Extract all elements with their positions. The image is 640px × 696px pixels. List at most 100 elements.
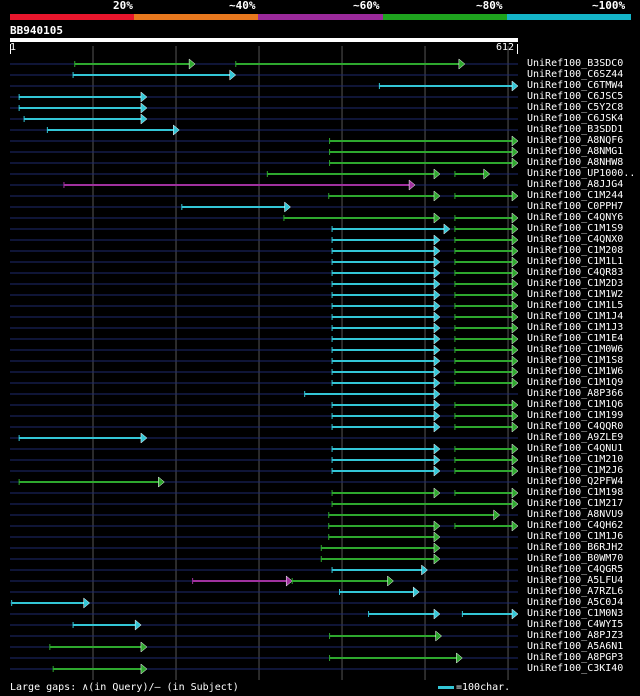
- hit-label[interactable]: UniRef100_C4QNY6: [527, 212, 624, 223]
- hit-label[interactable]: UniRef100_C1M0W6: [527, 344, 624, 355]
- hit-label[interactable]: UniRef100_C1M1J4: [527, 311, 624, 322]
- hit-segment-arrow: [433, 608, 441, 620]
- hit-label[interactable]: UniRef100_A5A6N1: [527, 641, 624, 652]
- hit-label[interactable]: UniRef100_C1M217: [527, 498, 624, 509]
- hit-segment-arrow: [433, 267, 441, 279]
- hit-label[interactable]: UniRef100_B0WM70: [527, 553, 624, 564]
- hit-segment-arrow: [511, 157, 519, 169]
- hit-label[interactable]: UniRef100_C1M208: [527, 245, 624, 256]
- hit-label[interactable]: UniRef100_C1M1E4: [527, 333, 624, 344]
- hit-segment-arrow: [511, 256, 519, 268]
- hit-label[interactable]: UniRef100_C1M1S9: [527, 223, 624, 234]
- hit-segment-arrow: [511, 146, 519, 158]
- hit-segment-arrow: [511, 465, 519, 477]
- hit-label[interactable]: UniRef100_C1M1S8: [527, 355, 624, 366]
- hit-label[interactable]: UniRef100_C6TMW4: [527, 80, 624, 91]
- hit-segment-arrow: [511, 80, 519, 92]
- gap-legend: Large gaps: ∧(in Query)/– (in Subject): [10, 682, 239, 693]
- hit-label[interactable]: UniRef100_C1M1Q9: [527, 377, 624, 388]
- hit-segment-arrow: [433, 443, 441, 455]
- hit-label[interactable]: UniRef100_A9ZLE9: [527, 432, 624, 443]
- hit-label[interactable]: UniRef100_A7RZL6: [527, 586, 624, 597]
- hit-label[interactable]: UniRef100_A8PJZ3: [527, 630, 624, 641]
- hit-label[interactable]: UniRef100_C6SZ44: [527, 69, 624, 80]
- hit-segment-arrow: [433, 344, 441, 356]
- hit-segment-arrow: [433, 190, 441, 202]
- hit-label[interactable]: UniRef100_C4QNU1: [527, 443, 624, 454]
- hit-label[interactable]: UniRef100_A8NQF6: [527, 135, 624, 146]
- hit-label[interactable]: UniRef100_A8NHW8: [527, 157, 624, 168]
- hit-segment-arrow: [483, 168, 491, 180]
- hit-label[interactable]: UniRef100_C1M1J3: [527, 322, 624, 333]
- hit-label[interactable]: UniRef100_B3SDD1: [527, 124, 624, 135]
- hit-label[interactable]: UniRef100_B6RJH2: [527, 542, 624, 553]
- hit-label[interactable]: UniRef100_C1M1W6: [527, 366, 624, 377]
- hit-label[interactable]: UniRef100_C1M198: [527, 487, 624, 498]
- hit-segment-arrow: [511, 608, 519, 620]
- hit-segment-arrow: [387, 575, 394, 587]
- hit-segment-arrow: [140, 432, 148, 444]
- hit-segment-arrow: [229, 69, 237, 81]
- hit-segment-arrow: [511, 267, 519, 279]
- hit-label[interactable]: UniRef100_A8NMG1: [527, 146, 624, 157]
- hit-segment-arrow: [511, 322, 519, 334]
- hit-label[interactable]: UniRef100_C1M210: [527, 454, 624, 465]
- scale-swatch: [438, 685, 454, 689]
- hit-label[interactable]: UniRef100_C6JSK4: [527, 113, 624, 124]
- hit-label[interactable]: UniRef100_C1M1J6: [527, 531, 624, 542]
- hit-label[interactable]: UniRef100_C1M1L5: [527, 300, 624, 311]
- hit-label[interactable]: UniRef100_C4QQR0: [527, 421, 624, 432]
- hit-label[interactable]: UniRef100_C4QR83: [527, 267, 624, 278]
- hit-label[interactable]: UniRef100_C1M244: [527, 190, 624, 201]
- hit-segment-arrow: [433, 311, 441, 323]
- hit-segment-arrow: [433, 278, 441, 290]
- hit-segment-arrow: [83, 597, 91, 609]
- hit-label[interactable]: UniRef100_C4QGR5: [527, 564, 624, 575]
- hit-segment-arrow: [511, 245, 519, 257]
- legend-swatch-2: [134, 14, 259, 20]
- hit-segment-arrow: [511, 399, 519, 411]
- hit-segment-arrow: [511, 487, 519, 499]
- hit-segment-arrow: [511, 135, 519, 147]
- hit-segment-arrow: [285, 575, 293, 587]
- hit-label[interactable]: UniRef100_A5C0J4: [527, 597, 624, 608]
- hit-label[interactable]: UniRef100_A8PGP3: [527, 652, 624, 663]
- hit-label[interactable]: UniRef100_A8NVU9: [527, 509, 624, 520]
- hit-label[interactable]: UniRef100_B3SDC0: [527, 58, 624, 69]
- hit-label[interactable]: UniRef100_C1M0N3: [527, 608, 624, 619]
- hit-label[interactable]: UniRef100_A5LFU4: [527, 575, 624, 586]
- hit-segment-arrow: [433, 531, 441, 543]
- hit-segment-arrow: [421, 564, 428, 576]
- hit-segment-arrow: [511, 498, 519, 510]
- hit-label[interactable]: UniRef100_C1M2J6: [527, 465, 624, 476]
- hit-label[interactable]: UniRef100_C4QNX0: [527, 234, 624, 245]
- hit-label[interactable]: UniRef100_UP1000..: [527, 168, 636, 179]
- hit-segment-arrow: [433, 322, 441, 334]
- hit-label[interactable]: UniRef100_C0PPH7: [527, 201, 624, 212]
- hit-label[interactable]: UniRef100_C1M2D3: [527, 278, 624, 289]
- hit-label[interactable]: UniRef100_C1M1L1: [527, 256, 624, 267]
- identity-legend-bar: [10, 14, 632, 20]
- hit-label[interactable]: UniRef100_A8P366: [527, 388, 624, 399]
- hit-label[interactable]: UniRef100_Q2PFW4: [527, 476, 624, 487]
- hit-label[interactable]: UniRef100_C6JSC5: [527, 91, 624, 102]
- hit-segment-arrow: [134, 619, 142, 631]
- hit-segment-arrow: [511, 212, 519, 224]
- hit-segment-arrow: [511, 421, 519, 433]
- hit-segment-arrow: [433, 333, 441, 345]
- hit-label[interactable]: UniRef100_C5Y2C8: [527, 102, 624, 113]
- hit-segment-arrow: [511, 300, 519, 312]
- hit-label[interactable]: UniRef100_C1M1Q6: [527, 399, 624, 410]
- hit-label[interactable]: UniRef100_C3KI40: [527, 663, 624, 674]
- hit-segment-arrow: [511, 366, 519, 378]
- hit-segment-arrow: [493, 509, 501, 521]
- legend-swatch-1: [10, 14, 135, 20]
- hit-segment-arrow: [433, 168, 441, 180]
- hit-label[interactable]: UniRef100_C1M199: [527, 410, 624, 421]
- query-end-label: 612: [496, 42, 515, 53]
- hit-label[interactable]: UniRef100_C4WYI5: [527, 619, 624, 630]
- hit-label[interactable]: UniRef100_C4QH62: [527, 520, 624, 531]
- hit-segment-arrow: [433, 454, 441, 466]
- hit-label[interactable]: UniRef100_A8JJG4: [527, 179, 624, 190]
- hit-label[interactable]: UniRef100_C1M1W2: [527, 289, 624, 300]
